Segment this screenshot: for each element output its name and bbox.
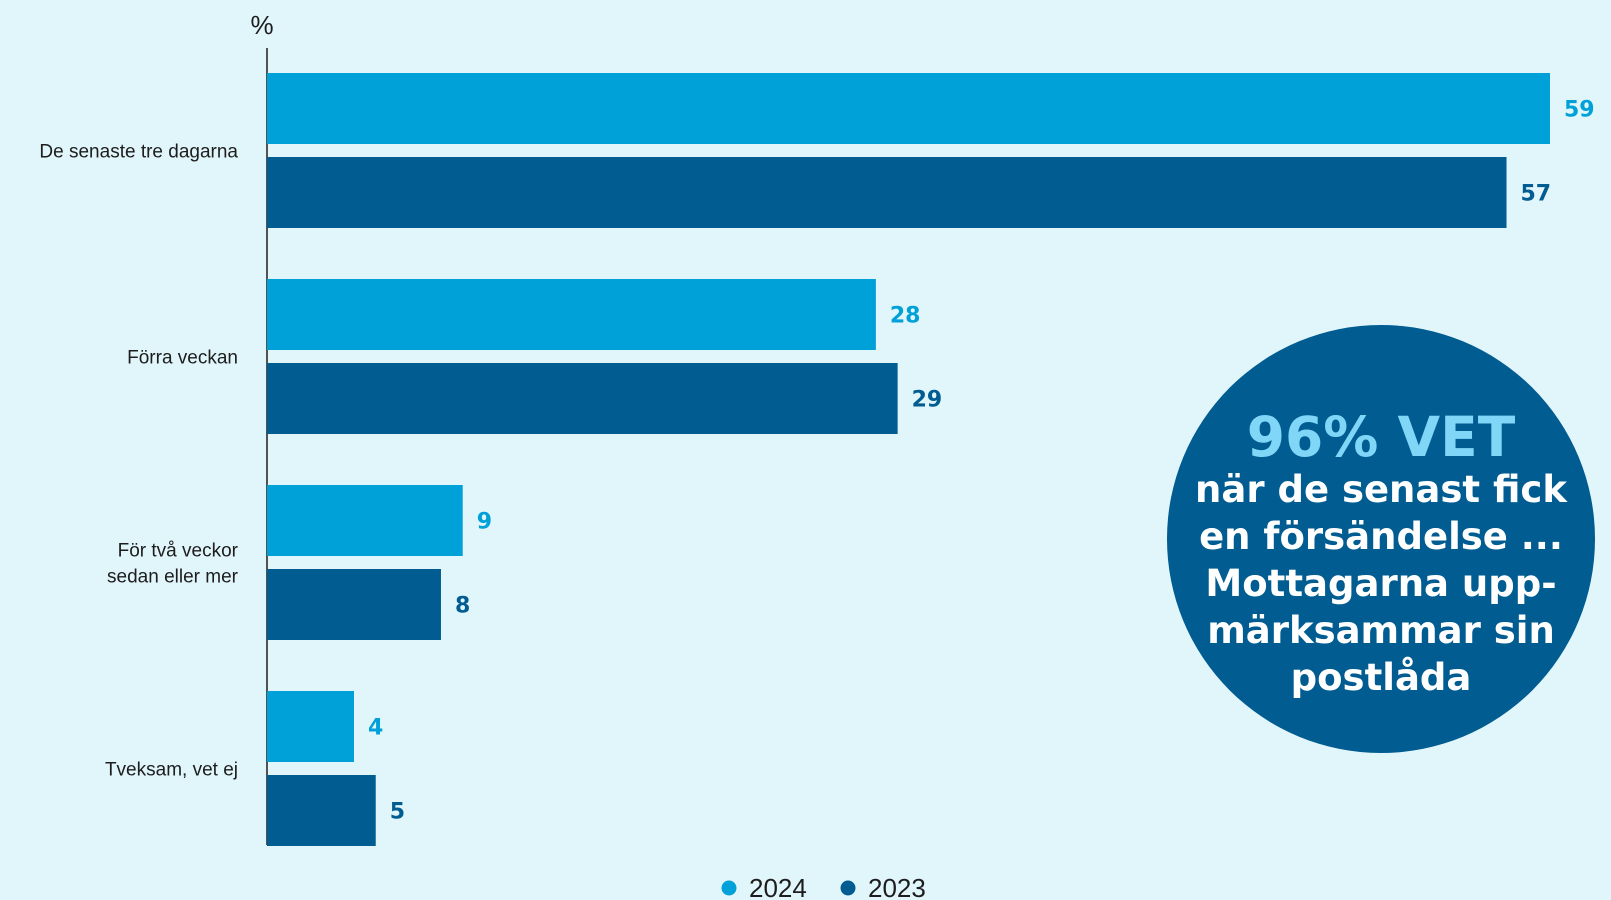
category-label-2: Förra veckan bbox=[127, 348, 238, 369]
data-label-2024-1: 59 bbox=[1564, 98, 1595, 123]
legend-label-2023: 2023 bbox=[868, 873, 926, 900]
category-label-3-line-2: sedan eller mer bbox=[107, 567, 239, 588]
bar-2023-4 bbox=[267, 775, 376, 846]
category-label-3-line-1: För två veckor bbox=[118, 541, 239, 562]
category-label-1: De senaste tre dagarna bbox=[39, 142, 238, 163]
legend-label-2024: 2024 bbox=[749, 873, 807, 900]
data-label-2023-1: 57 bbox=[1521, 182, 1552, 207]
data-label-2023-3: 8 bbox=[455, 594, 470, 619]
callout-headline: 96% VET bbox=[1247, 405, 1516, 469]
bar-2024-3 bbox=[267, 485, 463, 556]
bar-2024-2 bbox=[267, 279, 876, 350]
legend-marker-2023 bbox=[840, 880, 856, 896]
callout-line-2: en försändelse ... bbox=[1199, 515, 1563, 558]
data-label-2023-2: 29 bbox=[912, 388, 943, 413]
bar-2024-4 bbox=[267, 691, 354, 762]
bar-2023-1 bbox=[267, 157, 1507, 228]
callout-line-5: postlåda bbox=[1291, 656, 1472, 699]
y-axis-unit-label: % bbox=[250, 10, 273, 40]
bar-2024-1 bbox=[267, 73, 1550, 144]
data-label-2024-3: 9 bbox=[477, 510, 492, 535]
data-label-2023-4: 5 bbox=[390, 800, 405, 825]
bar-2023-3 bbox=[267, 569, 441, 640]
legend-marker-2024 bbox=[721, 880, 737, 896]
category-label-4: Tveksam, vet ej bbox=[105, 760, 238, 781]
callout-line-3: Mottagarna upp- bbox=[1205, 562, 1556, 605]
callout-line-4: märksammar sin bbox=[1207, 609, 1555, 652]
bar-2023-2 bbox=[267, 363, 898, 434]
data-label-2024-4: 4 bbox=[368, 716, 383, 741]
callout-circle bbox=[1167, 325, 1595, 753]
callout-line-1: när de senast fick bbox=[1195, 468, 1568, 511]
data-label-2024-2: 28 bbox=[890, 304, 921, 329]
